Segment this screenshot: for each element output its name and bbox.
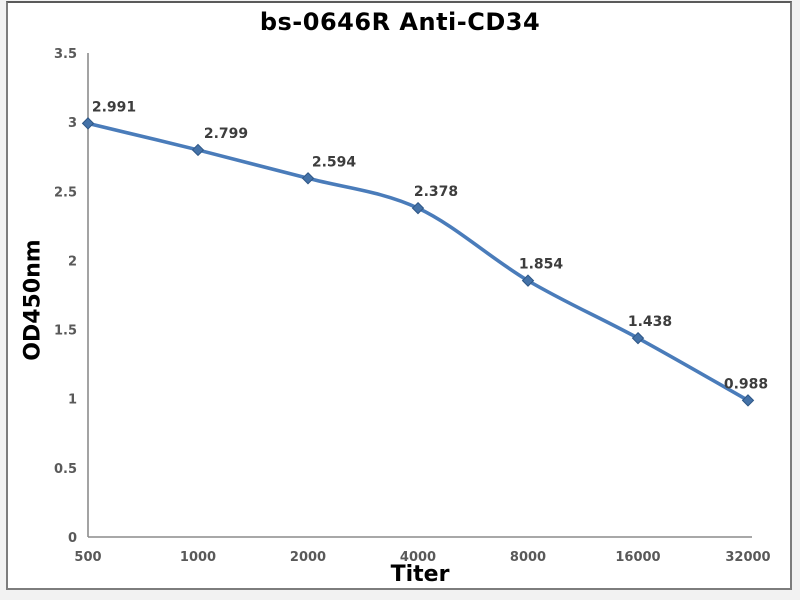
x-tick-label: 1000 (180, 550, 216, 565)
y-tick-label: 3 (68, 116, 77, 131)
data-point-marker (81, 117, 95, 130)
x-tick-label: 2000 (290, 550, 326, 565)
data-point-marker (631, 331, 645, 345)
y-tick-label: 1 (68, 393, 77, 408)
data-point-label: 2.594 (312, 154, 357, 170)
x-axis-title: Titer (390, 562, 450, 587)
y-tick-label: 2 (68, 254, 77, 269)
data-point-marker (411, 201, 425, 215)
y-tick-label: 1.5 (54, 324, 77, 339)
data-point-label: 1.438 (628, 314, 672, 330)
data-point-marker (301, 172, 315, 185)
data-point-label: 0.988 (724, 376, 768, 392)
data-point-label: 2.799 (204, 126, 248, 142)
data-point-marker (521, 274, 535, 287)
data-point-label: 2.378 (414, 184, 458, 200)
data-point-marker (191, 143, 205, 157)
series-line (86, 121, 750, 403)
y-tick-label: 0.5 (54, 462, 77, 477)
x-tick-label: 32000 (725, 550, 770, 565)
x-tick-label: 16000 (615, 550, 660, 565)
data-point-marker (741, 394, 755, 407)
y-tick-label: 0 (68, 531, 77, 546)
y-tick-label: 3.5 (54, 47, 77, 62)
chart-frame (6, 1, 792, 590)
data-point-label: 2.991 (92, 99, 136, 115)
x-tick-label: 500 (74, 550, 101, 565)
x-tick-label: 8000 (510, 550, 546, 565)
y-tick-label: 2.5 (54, 185, 77, 200)
data-point-label: 1.854 (519, 257, 564, 273)
chart-title: bs-0646R Anti-CD34 (259, 8, 541, 36)
x-tick-label: 4000 (400, 550, 436, 565)
